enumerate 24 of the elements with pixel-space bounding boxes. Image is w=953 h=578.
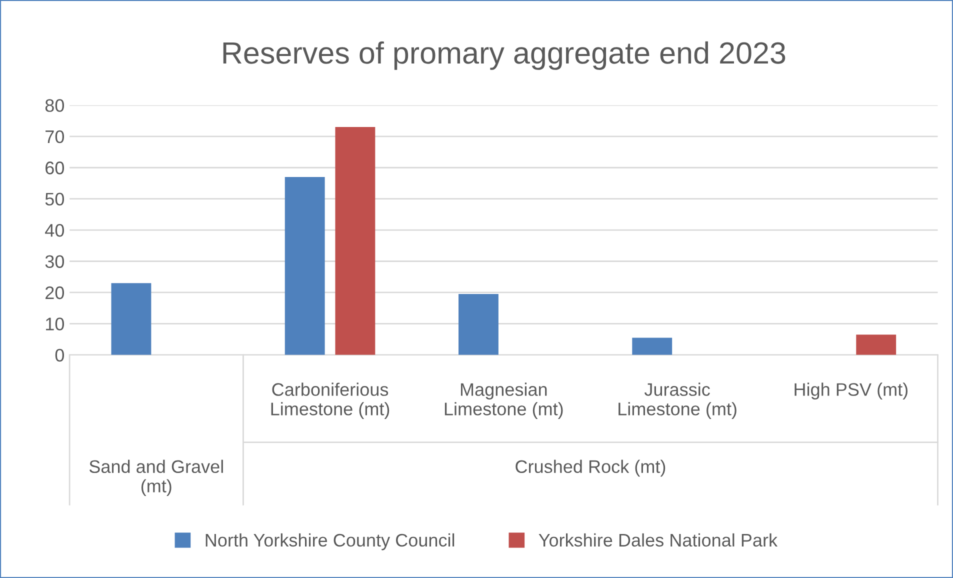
text: Sand and Gravel (mt) <box>89 460 223 496</box>
bar <box>458 294 498 355</box>
y-tick-label: 20 <box>46 286 64 300</box>
bar <box>335 127 376 355</box>
y-tick-label: 80 <box>45 99 64 112</box>
x-tick-label: Jurassic Limestone (mt) <box>618 382 736 419</box>
y-tick-label: 0 <box>55 348 64 362</box>
bar <box>856 334 896 355</box>
legend-label: Yorkshire Dales National Park <box>538 533 778 547</box>
legend-label: North Yorkshire County Council <box>206 533 454 550</box>
y-tick-label: 10 <box>46 318 64 330</box>
chart-title: Reserves of promary aggregate end 2023 <box>223 41 786 70</box>
bar <box>632 338 672 355</box>
y-tick-label: 60 <box>46 162 64 174</box>
bar <box>111 283 152 355</box>
x-tick-label: High PSV (mt) <box>794 382 908 400</box>
x-tick-label: Magnesian Limestone (mt) <box>444 382 563 419</box>
bar <box>284 176 325 355</box>
y-tick-label: 50 <box>45 192 64 206</box>
y-tick-label: 30 <box>45 255 64 268</box>
x-tick-label: Carboniferious Limestone (mt) <box>271 382 390 419</box>
y-tick-label: 40 <box>45 224 64 237</box>
y-tick-label: 70 <box>46 130 64 144</box>
text: Crushed Rock (mt) <box>516 460 666 477</box>
